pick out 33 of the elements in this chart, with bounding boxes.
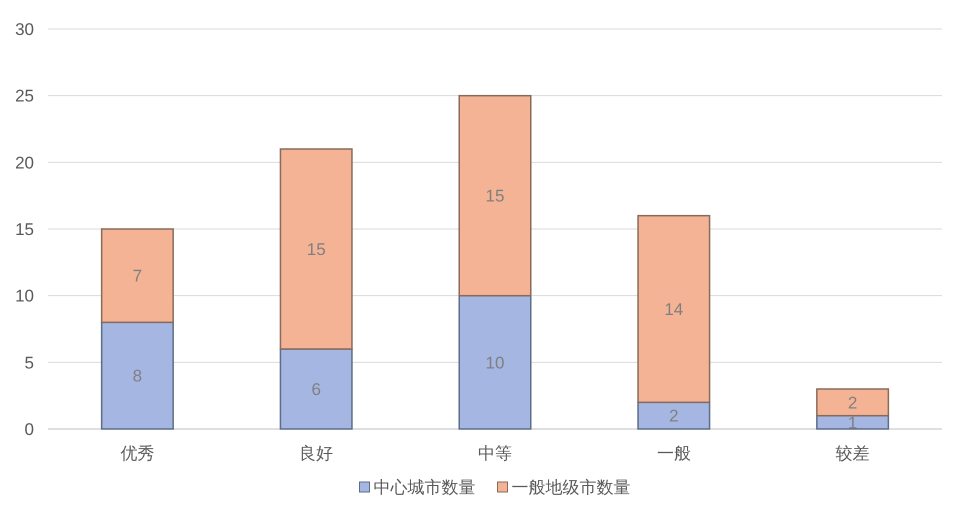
- bar: [280, 348, 353, 430]
- y-tick-label: 0: [24, 420, 34, 439]
- bar: [458, 94, 532, 296]
- y-tick-label: 25: [15, 86, 34, 106]
- data-label: 8: [132, 366, 142, 386]
- data-label: 1: [848, 413, 858, 432]
- bar: [100, 322, 174, 430]
- x-tick-label: 良好: [299, 444, 334, 463]
- x-tick-label: 一般: [656, 444, 691, 463]
- data-label: 6: [311, 380, 321, 399]
- bar: [816, 388, 890, 416]
- data-label: 2: [848, 393, 858, 412]
- legend-label: 一般地级市数量: [512, 478, 630, 497]
- data-label: 2: [669, 406, 679, 426]
- bar: [458, 294, 532, 430]
- x-tick-label: 中等: [478, 444, 512, 463]
- y-tick-label: 10: [15, 286, 34, 306]
- bar: [280, 148, 353, 350]
- data-label: 15: [306, 240, 326, 259]
- data-label: 10: [486, 353, 504, 372]
- x-tick-label: 优秀: [120, 444, 154, 463]
- bar: [637, 402, 710, 430]
- x-tick-label: 较差: [836, 444, 870, 463]
- bar: [100, 228, 174, 324]
- data-label: 15: [486, 186, 504, 206]
- data-label: 14: [664, 300, 684, 319]
- y-tick-label: 30: [15, 20, 34, 39]
- bar: [637, 214, 710, 404]
- data-label: 7: [132, 266, 142, 286]
- y-tick-label: 15: [15, 220, 34, 239]
- legend-label: 中心城市数量: [374, 478, 476, 497]
- y-tick-label: 20: [15, 153, 34, 172]
- y-tick-label: 5: [24, 353, 34, 372]
